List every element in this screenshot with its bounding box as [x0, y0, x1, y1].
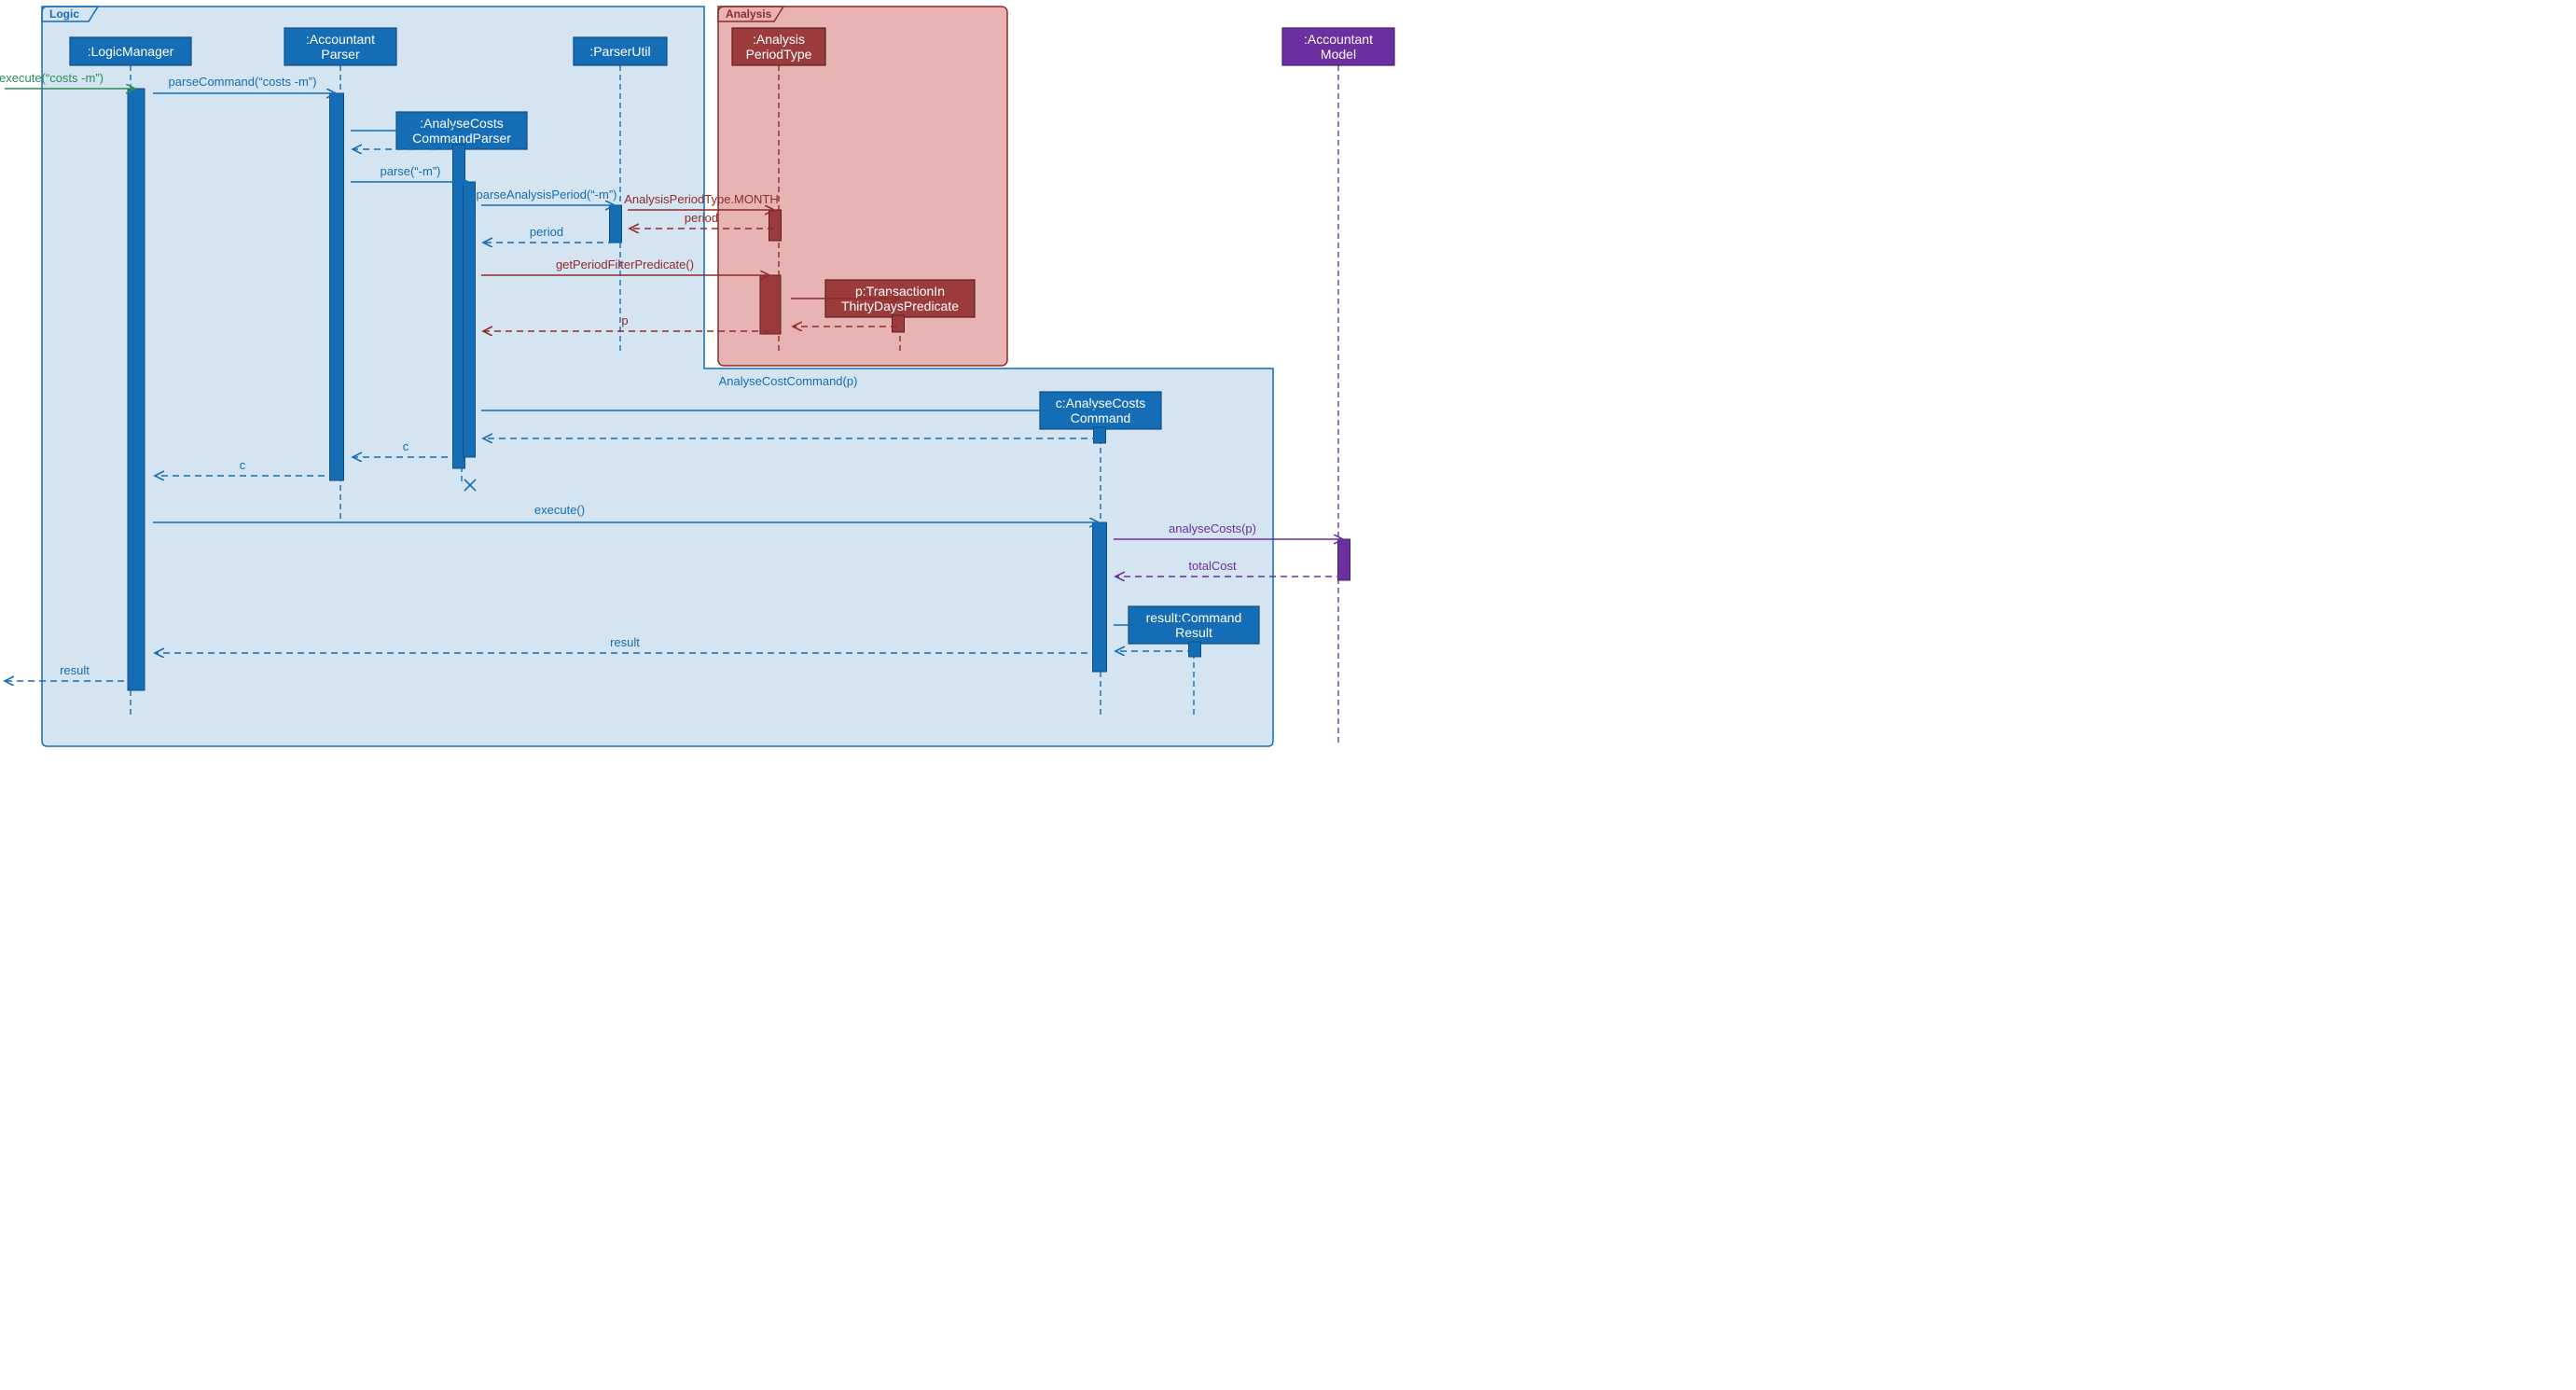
- svg-text:result:Command: result:Command: [1146, 610, 1242, 625]
- svg-text:Logic: Logic: [49, 7, 79, 21]
- activation-5: [769, 210, 782, 241]
- activation-6: [760, 275, 781, 334]
- svg-text:execute(): execute(): [534, 503, 585, 517]
- svg-text:Result: Result: [1175, 625, 1212, 640]
- svg-text:totalCost: totalCost: [1188, 559, 1237, 573]
- activation-4: [610, 205, 622, 243]
- svg-text:result: result: [60, 663, 90, 677]
- activation-9: [1093, 522, 1107, 672]
- svg-text:c: c: [403, 439, 409, 453]
- activation-0: [128, 89, 145, 690]
- svg-text:PeriodType: PeriodType: [746, 47, 812, 62]
- svg-text:parseCommand(“costs -m”): parseCommand(“costs -m”): [169, 75, 317, 89]
- svg-text:period: period: [530, 225, 563, 239]
- activation-11: [1189, 642, 1201, 657]
- svg-text:getPeriodFilterPredicate(): getPeriodFilterPredicate(): [556, 257, 694, 271]
- activation-3: [464, 182, 476, 457]
- svg-text::Analysis: :Analysis: [753, 32, 805, 47]
- svg-text::Accountant: :Accountant: [306, 32, 375, 47]
- svg-text:AnalyseCostCommand(p): AnalyseCostCommand(p): [719, 374, 858, 388]
- activation-10: [1338, 539, 1350, 580]
- logic-frame: [42, 7, 1273, 746]
- svg-text:execute(“costs -m”): execute(“costs -m”): [0, 71, 104, 85]
- activation-7: [893, 315, 905, 332]
- svg-text:p:TransactionIn: p:TransactionIn: [855, 284, 945, 299]
- svg-text:Model: Model: [1321, 47, 1356, 62]
- svg-text:result: result: [610, 635, 640, 649]
- svg-text:parseAnalysisPeriod(“-m”): parseAnalysisPeriod(“-m”): [477, 188, 617, 202]
- svg-text::Accountant: :Accountant: [1304, 32, 1373, 47]
- svg-text:AnalysisPeriodType.MONTH: AnalysisPeriodType.MONTH: [624, 192, 778, 206]
- svg-text:Analysis: Analysis: [726, 7, 772, 21]
- svg-text:period: period: [685, 211, 718, 225]
- activation-1: [330, 93, 344, 480]
- svg-text:c:AnalyseCosts: c:AnalyseCosts: [1056, 396, 1145, 410]
- svg-text:Parser: Parser: [321, 47, 360, 62]
- svg-text:analyseCosts(p): analyseCosts(p): [1169, 521, 1256, 535]
- svg-text::LogicManager: :LogicManager: [88, 44, 174, 59]
- svg-text:c: c: [240, 458, 246, 472]
- svg-text:Command: Command: [1071, 410, 1131, 425]
- svg-text:p: p: [621, 313, 628, 327]
- sequence-diagram: LogicAnalysis:LogicManager:AccountantPar…: [0, 0, 1418, 765]
- svg-text::AnalyseCosts: :AnalyseCosts: [420, 116, 503, 131]
- activation-8: [1094, 427, 1106, 443]
- svg-text:ThirtyDaysPredicate: ThirtyDaysPredicate: [841, 299, 959, 313]
- svg-text:CommandParser: CommandParser: [412, 131, 511, 146]
- svg-text::ParserUtil: :ParserUtil: [589, 44, 650, 59]
- svg-text:parse(“-m”): parse(“-m”): [381, 164, 441, 178]
